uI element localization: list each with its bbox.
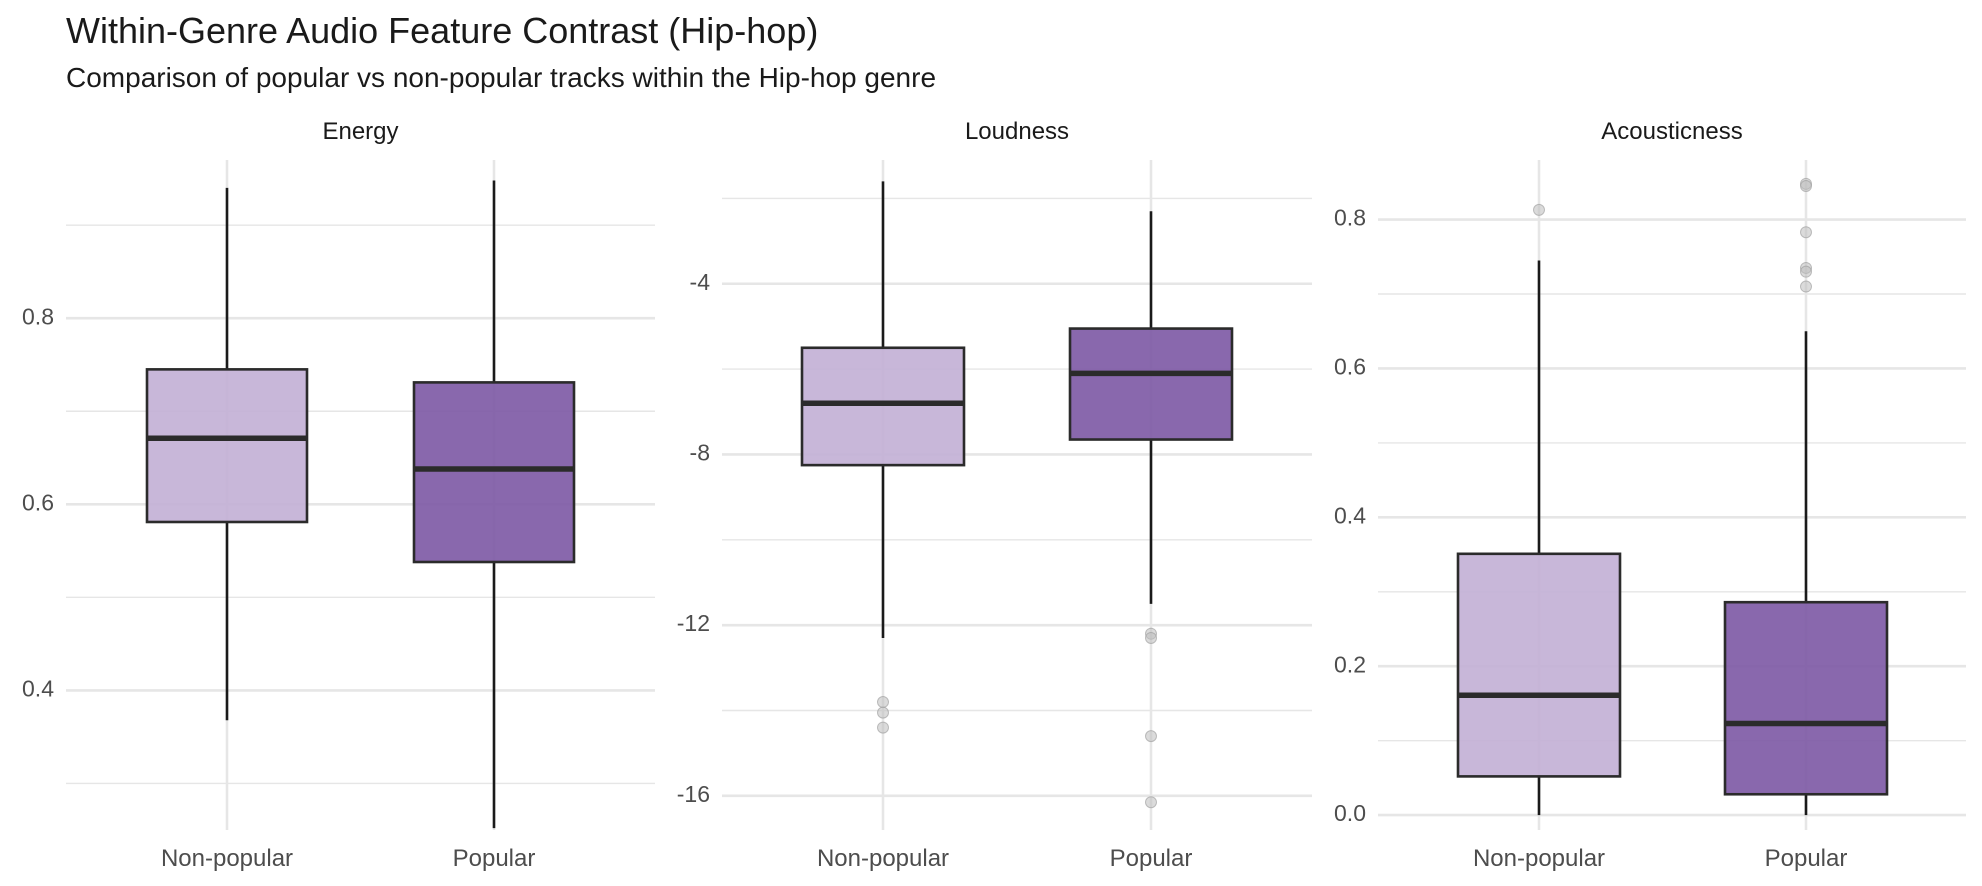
energy-x-tick-label-popular: Popular: [453, 845, 536, 872]
acousticness-y-tick-label: 0.4: [1334, 502, 1366, 528]
loudness-popular-box: [1068, 327, 1234, 441]
loudness-panel-title: Loudness: [965, 118, 1069, 145]
acousticness-x-tick-label-popular: Popular: [1765, 845, 1848, 872]
acousticness-y-tick-label: 0.8: [1334, 205, 1366, 231]
loudness-non-popular-outlier-point: [877, 695, 889, 708]
loudness-x-tick-label-popular: Popular: [1110, 845, 1193, 872]
acousticness-popular-outlier-point: [1800, 265, 1812, 278]
acousticness-non-popular-box: [1456, 552, 1622, 778]
energy-y-tick-label: 0.4: [22, 675, 54, 701]
acousticness-popular-outlier-point: [1800, 180, 1812, 193]
energy-panel-title: Energy: [322, 118, 398, 145]
loudness-y-tick-label: -8: [690, 440, 710, 466]
loudness-non-popular-outlier-point: [877, 721, 889, 734]
acousticness-y-tick-label: 0.6: [1334, 354, 1366, 380]
acousticness-y-tick-label: 0.2: [1334, 651, 1366, 677]
loudness-y-tick-label: -12: [677, 610, 710, 636]
loudness-y-tick-label: -16: [677, 781, 710, 807]
energy-popular-box: [412, 381, 576, 564]
acousticness-panel-title: Acousticness: [1601, 118, 1742, 145]
acousticness-y-tick-label: 0.0: [1334, 800, 1366, 826]
chart-subtitle: Comparison of popular vs non-popular tra…: [66, 62, 937, 93]
loudness-y-tick-label: -4: [690, 269, 711, 295]
loudness-popular-outlier-point: [1145, 730, 1157, 743]
loudness-popular-outlier-point: [1145, 796, 1157, 809]
energy-x-tick-label-non-popular: Non-popular: [161, 845, 293, 872]
loudness-popular-outlier-point: [1145, 631, 1157, 644]
energy-y-tick-label: 0.8: [22, 303, 54, 329]
acousticness-popular-outlier-point: [1800, 280, 1812, 293]
loudness-non-popular-box: [800, 346, 966, 467]
energy-non-popular-box: [145, 368, 309, 524]
loudness-x-tick-label-non-popular: Non-popular: [817, 845, 949, 872]
acousticness-non-popular-outlier-point: [1533, 203, 1545, 216]
loudness-non-popular-outlier-point: [877, 706, 889, 719]
acousticness-x-tick-label-non-popular: Non-popular: [1473, 845, 1605, 872]
acousticness-popular-outlier-point: [1800, 226, 1812, 239]
chart-title: Within-Genre Audio Feature Contrast (Hip…: [66, 10, 819, 51]
energy-y-tick-label: 0.6: [22, 489, 54, 515]
acousticness-popular-box: [1723, 600, 1889, 796]
